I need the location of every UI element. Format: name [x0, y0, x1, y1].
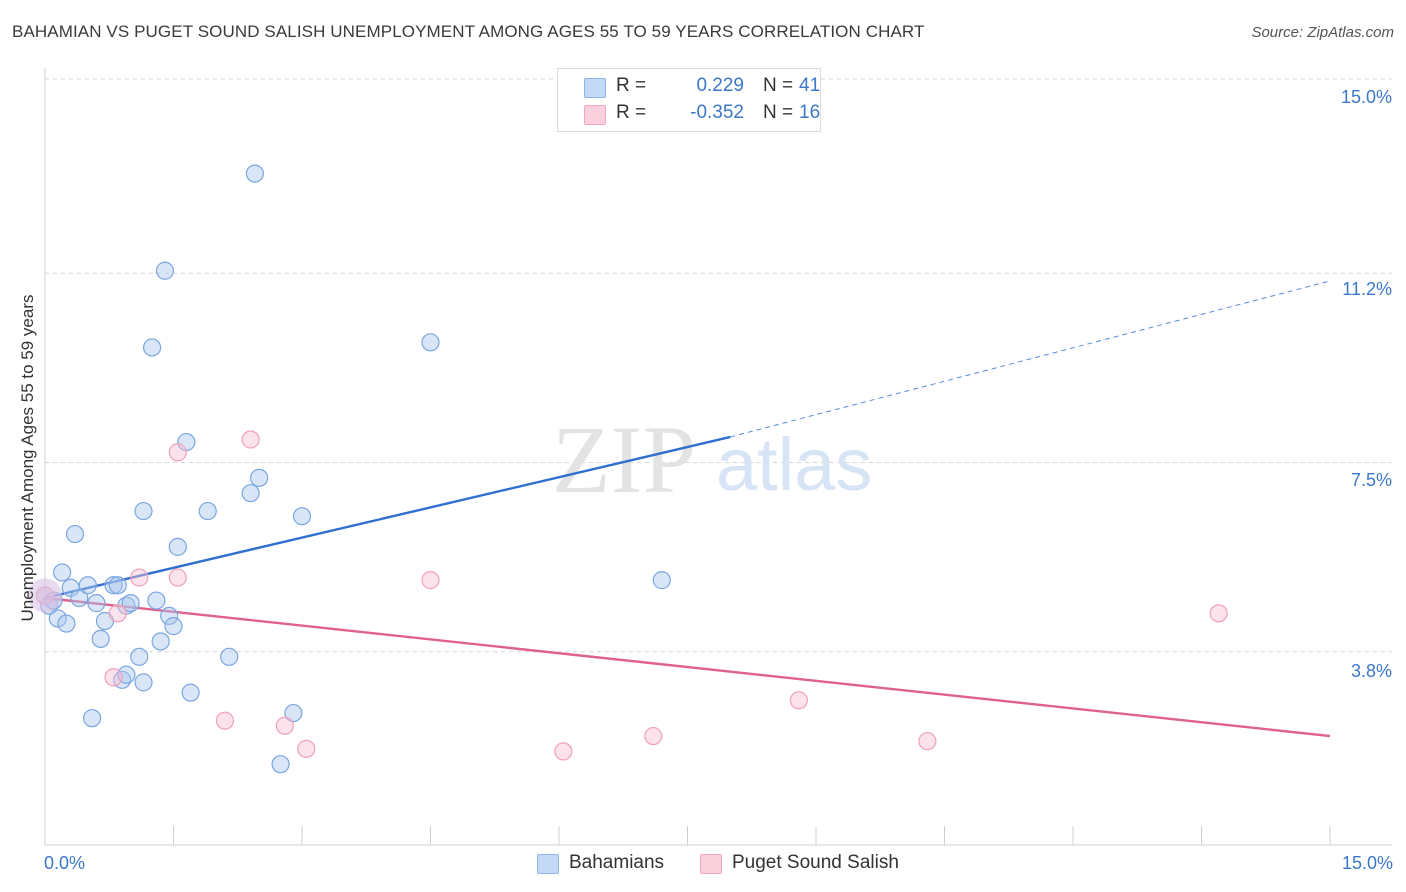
bahamians-point: [65, 524, 85, 544]
puget-sound-salish-point: [130, 568, 149, 587]
y-axis-title: Unemployment Among Ages 55 to 59 years: [18, 294, 37, 622]
bahamians-point: [164, 617, 183, 636]
bahamians-point: [121, 594, 140, 613]
series-label-bahamians: Bahamians: [569, 852, 665, 873]
bahamians-point: [70, 588, 89, 608]
puget-sound-salish-point: [215, 711, 234, 730]
bahamians-point: [168, 537, 187, 556]
legend-n-value: 41: [799, 75, 821, 96]
watermark-atlas: atlas: [716, 423, 872, 506]
puget-sound-salish-point: [168, 568, 187, 587]
bahamians-point: [245, 164, 264, 183]
bahamians-point: [78, 576, 97, 595]
bahamians-point: [284, 703, 303, 723]
bahamians-point: [57, 614, 76, 633]
x-tick-label: 0.0%: [44, 853, 86, 873]
puget-sound-salish-point: [108, 604, 127, 623]
series-swatch-puget-sound-salish: [700, 854, 722, 874]
puget-sound-salish-point: [241, 430, 260, 449]
puget-sound-salish-point: [275, 716, 294, 735]
puget-sound-salish-point: [421, 571, 440, 590]
legend-swatch-puget-sound-salish: [584, 105, 606, 125]
bahamians-point: [87, 594, 106, 613]
y-tick-label: 7.5%: [1350, 470, 1392, 490]
puget-sound-salish-point: [1209, 604, 1228, 623]
puget-sound-salish-point: [789, 691, 808, 710]
bahamians-trendline: [44, 435, 731, 600]
puget-sound-salish-trendline: [44, 596, 1331, 738]
y-tick-label: 15.0%: [1340, 87, 1392, 107]
bahamians-point: [241, 484, 260, 503]
bahamians-point: [134, 673, 153, 692]
bahamians-point: [652, 571, 671, 590]
chart-title: BAHAMIAN VS PUGET SOUND SALISH UNEMPLOYM…: [12, 22, 925, 41]
bahamians-point: [48, 609, 67, 628]
bahamians-point: [220, 647, 239, 666]
x-tick-label: 15.0%: [1341, 853, 1393, 873]
bahamians-point: [83, 709, 102, 728]
bahamians-point: [151, 632, 170, 651]
chart-source: Source: ZipAtlas.com: [1251, 24, 1394, 41]
y-tick-label: 3.8%: [1350, 661, 1392, 681]
y-tick-label: 11.2%: [1342, 279, 1392, 299]
puget-sound-salish-point: [644, 726, 663, 746]
bahamians-point: [250, 468, 269, 487]
puget-sound-salish-point: [554, 742, 573, 761]
bahamians-point: [53, 563, 72, 582]
bahamians-point: [104, 576, 123, 595]
puget-sound-salish-point: [168, 443, 187, 462]
bahamians-point: [181, 683, 200, 702]
legend-n-label: N =: [763, 75, 794, 96]
bahamians-point: [292, 507, 312, 526]
series-label-puget-sound-salish: Puget Sound Salish: [732, 852, 899, 873]
legend-swatch-bahamians: [584, 78, 606, 98]
bahamians-point: [421, 333, 440, 352]
legend-r-value: 0.229: [696, 75, 744, 96]
grid-layer: [45, 78, 1392, 653]
puget-sound-salish-point: [918, 732, 937, 751]
bahamians-point: [147, 591, 166, 610]
bahamians-trendline-extension: [730, 280, 1331, 438]
legend-n-value: 16: [799, 102, 821, 123]
puget-sound-salish-point: [297, 739, 316, 758]
trend-layer: [44, 280, 1331, 738]
legend-r-label: R =: [616, 75, 647, 96]
legend-r-label: R =: [616, 102, 647, 123]
points-layer: [28, 164, 1228, 774]
correlation-legend: R = 0.229 N = 41 R = -0.352 N = 16: [557, 68, 821, 132]
bahamians-point: [198, 501, 217, 521]
bahamians-point: [134, 501, 153, 521]
bahamians-point: [142, 338, 162, 357]
bahamians-point: [91, 629, 110, 649]
watermark-zip: ZIP: [552, 406, 696, 513]
puget-sound-salish-point: [104, 668, 123, 687]
axis-layer: [44, 68, 1392, 846]
bahamians-point: [155, 261, 175, 280]
watermark: ZIP atlas: [552, 406, 872, 513]
series-swatch-bahamians: [537, 854, 559, 874]
bahamians-point: [160, 606, 179, 626]
legend-n-label: N =: [763, 102, 794, 123]
legend-r-value: -0.352: [690, 102, 744, 123]
bahamians-point: [271, 755, 290, 774]
bahamians-point: [108, 576, 127, 595]
overlap-point: [28, 578, 62, 613]
bahamians-point: [130, 647, 149, 666]
